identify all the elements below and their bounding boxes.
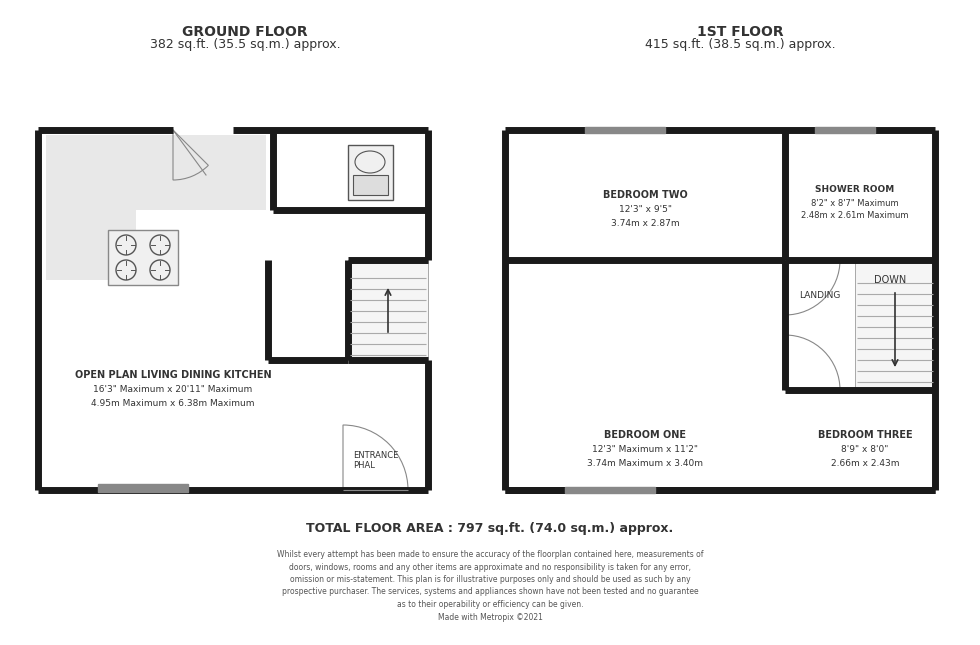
Text: 16'3" Maximum x 20'11" Maximum: 16'3" Maximum x 20'11" Maximum [93,386,253,395]
Text: 8'9" x 8'0": 8'9" x 8'0" [841,446,889,455]
Bar [565,487,655,493]
Text: TOTAL FLOOR AREA : 797 sq.ft. (74.0 sq.m.) approx.: TOTAL FLOOR AREA : 797 sq.ft. (74.0 sq.m… [307,522,673,535]
Text: 382 sq.ft. (35.5 sq.m.) approx.: 382 sq.ft. (35.5 sq.m.) approx. [150,38,340,51]
Bar [348,145,393,200]
Text: BEDROOM THREE: BEDROOM THREE [817,430,912,440]
Text: 3.74m x 2.87m: 3.74m x 2.87m [611,219,679,228]
Bar [353,175,388,195]
Text: 2.66m x 2.43m: 2.66m x 2.43m [831,459,900,468]
Text: BEDROOM TWO: BEDROOM TWO [603,190,687,200]
Bar [348,260,428,360]
Text: 3.74m Maximum x 3.40m: 3.74m Maximum x 3.40m [587,459,703,468]
Text: LANDING: LANDING [800,290,841,299]
Bar [815,127,875,133]
Text: 415 sq.ft. (38.5 sq.m.) approx.: 415 sq.ft. (38.5 sq.m.) approx. [645,38,835,51]
Text: Whilst every attempt has been made to ensure the accuracy of the floorplan conta: Whilst every attempt has been made to en… [276,550,704,622]
Text: 8'2" x 8'7" Maximum: 8'2" x 8'7" Maximum [811,199,899,208]
Text: GROUND FLOOR: GROUND FLOOR [182,25,308,39]
Text: 4.95m Maximum x 6.38m Maximum: 4.95m Maximum x 6.38m Maximum [91,399,255,408]
Text: 12'3" Maximum x 11'2": 12'3" Maximum x 11'2" [592,446,698,455]
Bar [855,260,935,390]
Bar [108,230,178,285]
Bar [585,127,665,133]
Text: BEDROOM ONE: BEDROOM ONE [604,430,686,440]
Text: 12'3" x 9'5": 12'3" x 9'5" [618,206,671,215]
Text: 2.48m x 2.61m Maximum: 2.48m x 2.61m Maximum [802,212,908,221]
Bar [98,484,188,492]
Text: ENTRANCE
PHAL: ENTRANCE PHAL [353,451,399,470]
Text: 1ST FLOOR: 1ST FLOOR [697,25,783,39]
Ellipse shape [355,151,385,173]
Bar [46,135,266,210]
Bar [46,180,136,280]
Text: DOWN: DOWN [874,275,906,285]
Text: SHOWER ROOM: SHOWER ROOM [815,186,895,195]
Text: OPEN PLAN LIVING DINING KITCHEN: OPEN PLAN LIVING DINING KITCHEN [74,370,271,380]
